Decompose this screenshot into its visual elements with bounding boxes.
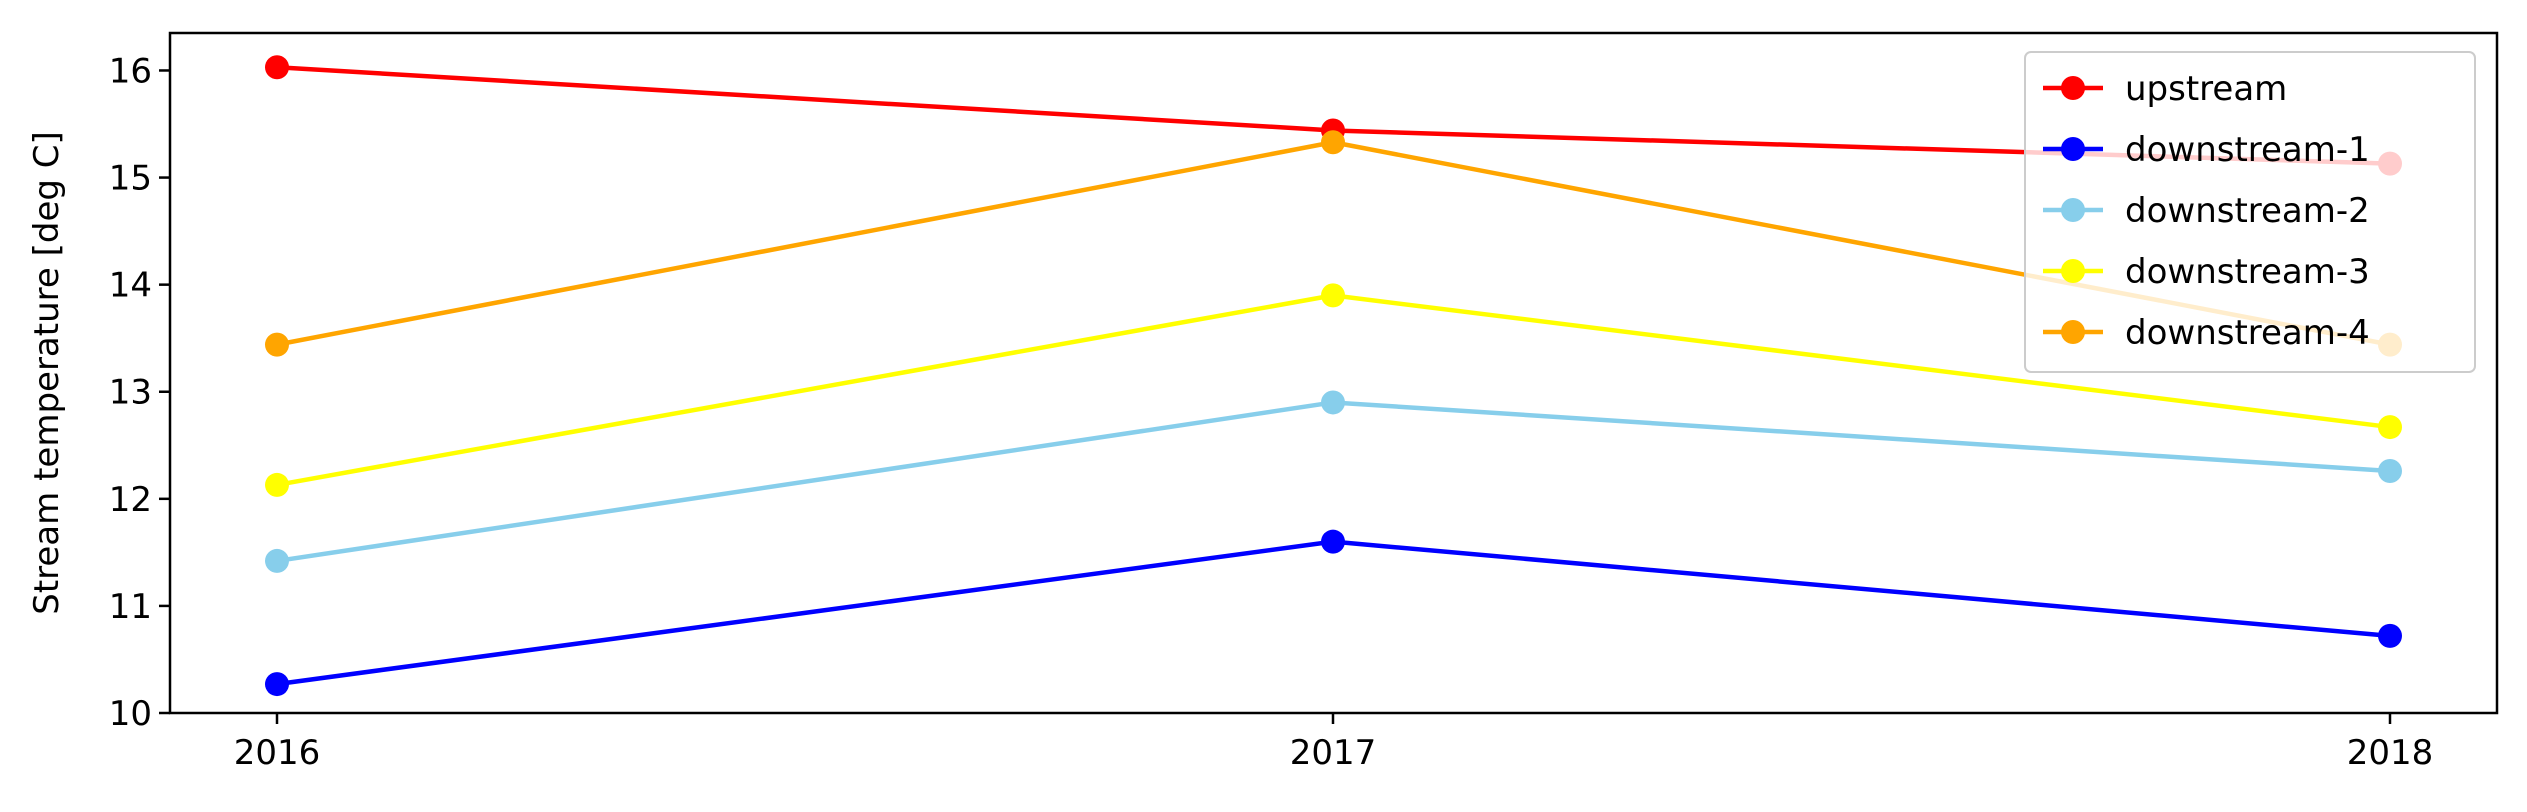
y-tick-label: 11 xyxy=(109,587,152,627)
legend: upstream downstream-1 downstream-2 downstre… xyxy=(2024,51,2476,373)
data-point xyxy=(2378,623,2402,648)
x-tick-label: 2016 xyxy=(234,733,321,773)
y-axis: 10 11 12 13 14 15 16 xyxy=(109,51,170,734)
data-point xyxy=(1321,283,1345,308)
data-point xyxy=(265,55,289,80)
y-tick-label: 16 xyxy=(109,51,152,91)
legend-label: upstream xyxy=(2125,69,2287,109)
y-tick-label: 14 xyxy=(109,266,152,306)
legend-item: downstream-2 xyxy=(2043,191,2370,231)
legend-item: downstream-4 xyxy=(2043,313,2370,353)
legend-label: downstream-1 xyxy=(2125,130,2370,170)
legend-item: downstream-3 xyxy=(2043,252,2370,292)
data-point xyxy=(2378,458,2402,483)
y-tick-label: 13 xyxy=(109,373,152,413)
x-tick-label: 2017 xyxy=(1290,733,1377,773)
y-tick-label: 12 xyxy=(109,480,152,520)
series-downstream-3 xyxy=(265,283,2402,497)
y-tick-label: 15 xyxy=(109,159,152,199)
data-point xyxy=(1321,130,1345,155)
legend-label: downstream-3 xyxy=(2125,252,2370,292)
legend-marker xyxy=(2061,137,2085,161)
data-point xyxy=(1321,390,1345,415)
x-axis: 2016 2017 2018 xyxy=(234,713,2434,773)
data-point xyxy=(2378,415,2402,440)
legend-marker xyxy=(2061,259,2085,283)
legend-box xyxy=(2024,51,2476,373)
legend-marker xyxy=(2061,76,2085,100)
data-point xyxy=(1321,529,1345,554)
series-downstream-2 xyxy=(265,390,2402,573)
data-point xyxy=(265,672,289,697)
y-axis-label: Stream temperature [deg C] xyxy=(27,131,67,615)
y-tick-label: 10 xyxy=(109,694,152,734)
legend-item: upstream xyxy=(2043,69,2287,109)
series-downstream-1 xyxy=(265,529,2402,697)
legend-item: downstream-1 xyxy=(2043,130,2370,170)
legend-marker xyxy=(2061,320,2085,344)
x-tick-label: 2018 xyxy=(2347,733,2434,773)
legend-label: downstream-4 xyxy=(2125,313,2370,353)
data-point xyxy=(265,472,289,497)
legend-marker xyxy=(2061,198,2085,222)
legend-label: downstream-2 xyxy=(2125,191,2370,231)
data-point xyxy=(265,332,289,357)
data-point xyxy=(265,548,289,573)
